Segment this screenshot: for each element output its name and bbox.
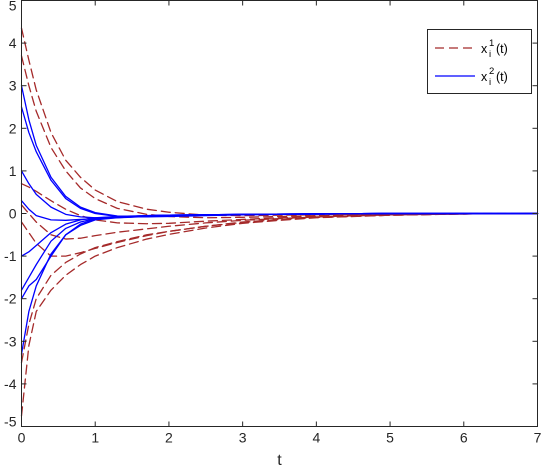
x-tick-label: 0: [18, 430, 26, 446]
x-tick-label: 3: [239, 430, 247, 446]
legend: x 1 i (t) x 2 i (t): [427, 29, 532, 94]
y-tick-label: 1: [9, 163, 17, 179]
series-layer: [20, 27, 539, 417]
series-x1-line-1: [20, 27, 539, 217]
y-tick-label: -5: [4, 414, 17, 430]
series-x1-line-2: [20, 55, 539, 219]
x-tick-label: 6: [460, 430, 468, 446]
y-tick-label: 3: [9, 78, 17, 94]
y-tick-label: 2: [9, 120, 17, 136]
x-tick-label: 5: [386, 430, 394, 446]
series-x1-line-7: [20, 212, 539, 417]
x-axis-ticks: 0 1 2 3 4 5 6 7: [18, 0, 542, 446]
y-tick-label: -1: [4, 248, 17, 264]
x-tick-label: 4: [312, 430, 320, 446]
y-axis-ticks: -5 -4 -3 -2 -1 0 1 2 3 4 5: [4, 0, 538, 430]
series-x2-line-8: [20, 212, 539, 355]
x-tick-label: 1: [91, 430, 99, 446]
x-tick-label: 2: [165, 430, 173, 446]
y-tick-label: -3: [4, 333, 17, 349]
y-tick-label: -4: [4, 376, 17, 392]
legend-label-1: x 1 i (t): [481, 38, 508, 60]
y-tick-label: 4: [9, 35, 17, 51]
x-tick-label: 7: [534, 430, 542, 446]
y-tick-label: 0: [9, 206, 17, 222]
y-tick-label: 5: [9, 0, 17, 14]
y-tick-label: -2: [4, 291, 17, 307]
series-x1-line-4: [20, 204, 539, 240]
legend-box: [427, 29, 532, 94]
series-x1-line-3: [20, 183, 539, 225]
legend-label-2: x 2 i (t): [481, 66, 508, 88]
x-axis-title: t: [277, 452, 282, 469]
